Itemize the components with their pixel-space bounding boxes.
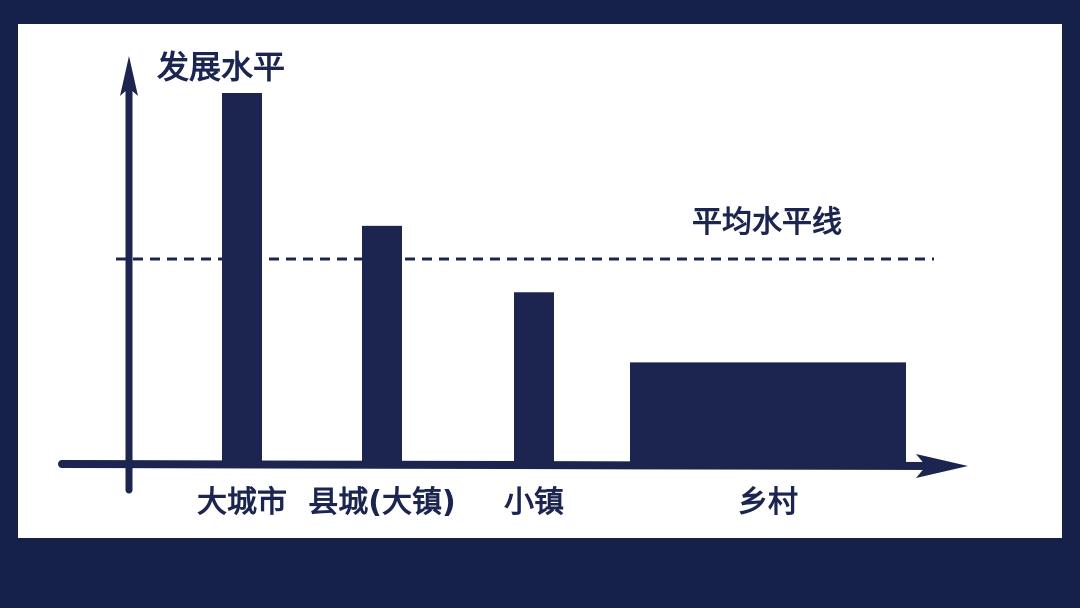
x-tick-label-4: 乡村 [738,485,798,520]
x-axis-arrow-icon [916,454,968,478]
bar-4 [630,362,906,462]
bar-2 [362,225,402,462]
x-tick-labels: 大城市 县城(大镇) 小镇 乡村 [197,485,798,520]
y-axis-label: 发展水平 [157,48,285,86]
x-axis [58,460,934,470]
y-axis-arrow-icon [120,56,138,96]
x-tick-label-2: 县城(大镇) [308,485,455,520]
average-line-label: 平均水平线 [692,205,842,240]
bar-1 [222,93,262,462]
x-tick-label-1: 大城市 [197,485,287,520]
x-tick-label-3: 小镇 [504,485,564,520]
bar-3 [514,292,554,462]
bars-group [222,93,906,462]
